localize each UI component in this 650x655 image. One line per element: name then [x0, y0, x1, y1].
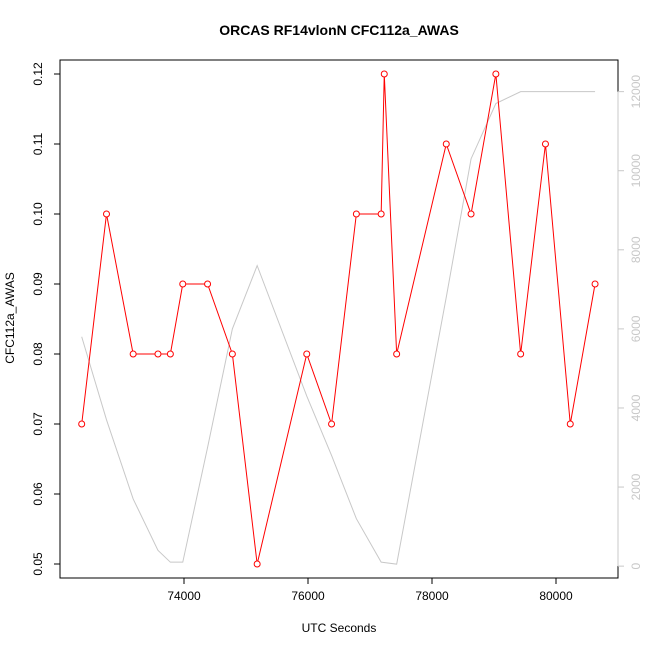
data-point	[566, 420, 574, 428]
x-tick-label: 78000	[415, 589, 449, 603]
y-axis-right: 0 2000 4000 6000 8000 10000 12000	[617, 75, 643, 569]
data-point	[103, 210, 110, 218]
y-axis-label: CFC112a_AWAS	[3, 272, 17, 364]
y-tick-label: 0.11	[31, 132, 45, 155]
y2-tick-label: 6000	[629, 315, 643, 342]
data-point	[328, 420, 336, 428]
data-point	[377, 210, 385, 218]
data-point	[166, 350, 174, 358]
data-point	[154, 350, 162, 358]
data-point	[442, 140, 450, 148]
data-point	[467, 210, 475, 218]
x-tick-label: 76000	[291, 589, 325, 603]
y2-tick-label: 0	[629, 562, 643, 569]
data-point	[380, 70, 388, 78]
y-tick-label: 0.08	[31, 342, 45, 366]
x-tick-label: 74000	[167, 589, 201, 603]
y-tick-label: 0.12	[31, 62, 45, 86]
y-tick-label: 0.10	[31, 202, 45, 226]
y-tick-label: 0.06	[31, 482, 45, 506]
y-axis-left: 0.05 0.06 0.07 0.08 0.09 0.10 0.11 0.12	[31, 62, 61, 576]
right-axis-series-line	[81, 91, 596, 565]
y-tick-label: 0.05	[31, 552, 45, 576]
data-point	[228, 350, 236, 358]
x-axis: 74000 76000 78000 80000	[167, 577, 573, 603]
y2-tick-label: 2000	[629, 473, 643, 500]
data-point	[129, 350, 137, 358]
x-axis-label: UTC Seconds	[302, 621, 377, 635]
data-point	[541, 140, 549, 148]
data-point	[253, 560, 261, 568]
plot-frame	[59, 59, 619, 579]
y2-tick-label: 12000	[629, 75, 643, 109]
data-point	[393, 350, 401, 358]
data-point	[591, 280, 599, 288]
y2-tick-label: 10000	[629, 154, 643, 188]
data-point	[303, 350, 311, 358]
y2-tick-label: 4000	[629, 394, 643, 421]
data-point	[78, 420, 86, 428]
data-point	[179, 280, 187, 288]
y-tick-label: 0.07	[31, 412, 45, 436]
y2-tick-label: 8000	[629, 236, 643, 263]
series-layer	[78, 70, 599, 568]
data-point	[352, 210, 360, 218]
data-point	[492, 70, 500, 78]
data-point	[517, 350, 525, 358]
x-tick-label: 80000	[539, 589, 573, 603]
chart-title: ORCAS RF14vlonN CFC112a_AWAS	[219, 22, 459, 38]
data-point	[204, 280, 212, 288]
left-axis-series-line	[81, 73, 596, 565]
y-tick-label: 0.09	[31, 272, 45, 296]
